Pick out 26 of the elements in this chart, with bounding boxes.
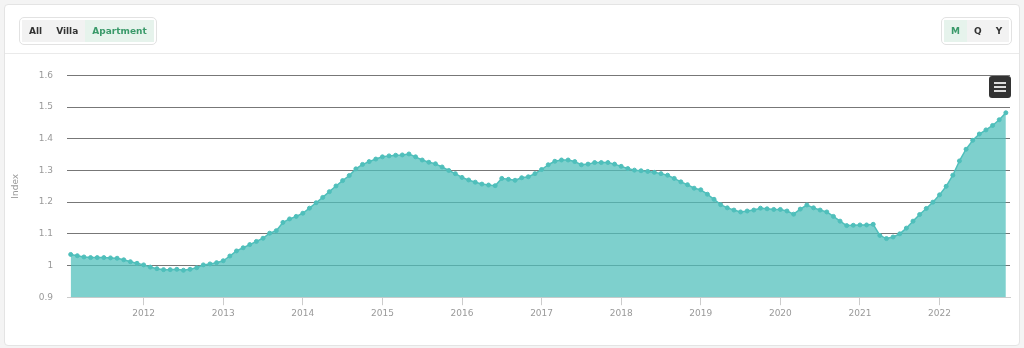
y-tick-label: 1.1 [38,228,54,239]
y-tick-label: 1.5 [38,101,54,112]
y-tick-label: 1.4 [38,133,54,144]
x-tick-label: 2012 [132,307,156,318]
text: M [944,20,967,42]
y-tick-label: 1.2 [38,196,54,207]
x-tick-label: 2014 [291,307,315,318]
x-tick-label: 2018 [609,307,633,318]
y-tick-label: 1.3 [38,164,54,175]
y-axis-title: Index [9,173,20,199]
x-tick-label: 2013 [211,307,235,318]
text: Y [988,20,1010,42]
x-tick-label: 2021 [848,307,872,318]
y-tick-label: 0.9 [38,291,54,302]
text: All [22,20,50,42]
x-tick-label: 2020 [768,307,793,318]
x-tick-label: 2015 [370,307,394,318]
x-tick-label: 2016 [450,307,474,318]
text: Q [966,20,989,42]
x-tick-label: 2022 [928,307,951,318]
x-tick-label: 2019 [689,307,713,318]
text: Apartment [85,20,154,42]
y-tick-label: 1.6 [38,69,54,80]
x-tick-label: 2017 [530,307,554,318]
text: Villa [49,20,86,42]
y-tick-label: 1 [47,259,54,270]
